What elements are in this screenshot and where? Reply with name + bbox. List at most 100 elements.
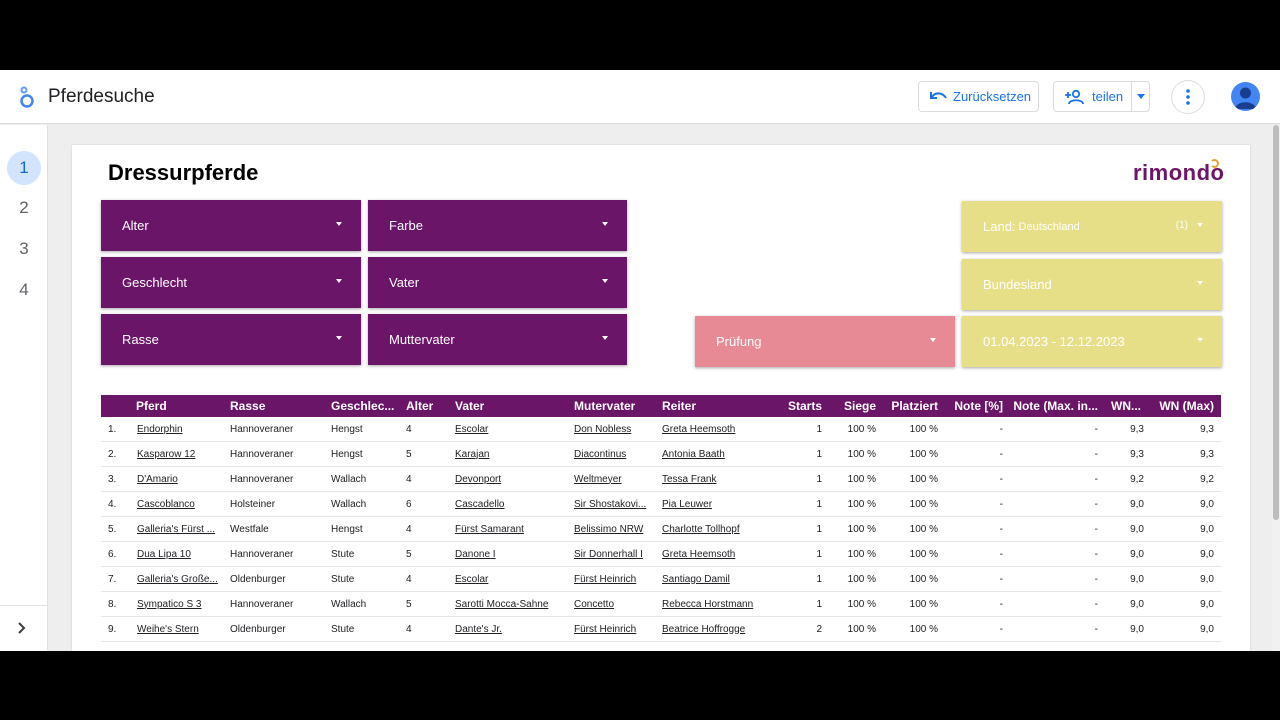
column-header-note[interactable]: Note [%] [954,399,1003,413]
column-header-wn-max[interactable]: WN (Max) [1159,399,1214,413]
cell-reiter[interactable]: Beatrice Hoffrogge [662,617,772,641]
share-options-dropdown[interactable] [1131,82,1149,111]
cell-pferd-link[interactable]: Dua Lipa 10 [137,548,191,560]
column-header-starts[interactable]: Starts [787,399,822,413]
column-header-alter[interactable]: Alter [406,399,434,413]
cell-pferd[interactable]: Cascoblanco [137,492,225,516]
cell-muttervater-link[interactable]: Belissimo NRW [574,523,644,535]
table-row[interactable]: 3. D'Amario Hannoveraner Wallach 4 Devonport W… [101,467,1221,492]
filter-alter[interactable]: Alter [101,200,361,251]
cell-vater[interactable]: Escolar [455,567,570,591]
filter-rasse[interactable]: Rasse [101,314,361,365]
column-header-rasse[interactable]: Rasse [230,399,266,413]
cell-vater[interactable]: Fürst Samarant [455,517,570,541]
filter-bundesland[interactable]: Bundesland [962,259,1222,310]
cell-pferd[interactable]: D'Amario [137,467,225,491]
cell-pferd-link[interactable]: Galleria's Große... [137,573,218,585]
cell-pferd[interactable]: Kasparow 12 [137,442,225,466]
cell-reiter[interactable]: Santiago Damil [662,567,772,591]
filter-muttervater[interactable]: Muttervater [368,314,627,365]
cell-muttervater[interactable]: Fürst Heinrich [574,567,658,591]
cell-vater[interactable]: Escolar [455,417,570,441]
cell-muttervater-link[interactable]: Fürst Heinrich [574,573,637,585]
cell-reiter-link[interactable]: Antonia Baath [662,448,725,460]
cell-muttervater[interactable]: Don Nobless [574,417,658,441]
cell-muttervater-link[interactable]: Diacontinus [574,448,627,460]
cell-pferd[interactable]: Galleria's Fürst ... [137,517,225,541]
table-row[interactable]: 4. Cascoblanco Holsteiner Wallach 6 Cascadell… [101,492,1221,517]
cell-vater-link[interactable]: Escolar [455,423,489,435]
cell-vater[interactable]: Sarotti Mocca-Sahne [455,592,570,616]
cell-pferd-link[interactable]: Cascoblanco [137,498,195,510]
cell-reiter[interactable]: Tessa Frank [662,467,772,491]
cell-muttervater[interactable]: Concetto [574,592,658,616]
cell-vater-link[interactable]: Sarotti Mocca-Sahne [455,598,549,610]
page-link-1[interactable]: 1 [7,151,41,185]
column-header-reiter[interactable]: Reiter [662,399,697,413]
filter-vater[interactable]: Vater [368,257,627,308]
cell-pferd-link[interactable]: D'Amario [137,473,178,485]
cell-reiter-link[interactable]: Beatrice Hoffrogge [662,623,746,635]
more-options-button[interactable] [1171,80,1205,114]
cell-pferd-link[interactable]: Galleria's Fürst ... [137,523,216,535]
cell-pferd-link[interactable]: Weihe's Stern [137,623,199,635]
cell-reiter-link[interactable]: Santiago Damil [662,573,730,585]
cell-reiter[interactable]: Rebecca Horstmann [662,592,772,616]
cell-muttervater[interactable]: Sir Donnerhall I [574,542,658,566]
cell-reiter[interactable]: Pia Leuwer [662,492,772,516]
table-row[interactable]: 8. Sympatico S 3 Hannoveraner Wallach 5 Sarot… [101,592,1221,617]
cell-vater-link[interactable]: Dante's Jr. [455,623,502,635]
table-row[interactable]: 9. Weihe's Stern Oldenburger Stute 4 Dante's … [101,617,1221,642]
cell-muttervater[interactable]: Weltmeyer [574,467,658,491]
cell-vater-link[interactable]: Escolar [455,573,489,585]
cell-muttervater-link[interactable]: Fürst Heinrich [574,623,637,635]
cell-reiter-link[interactable]: Greta Heemsoth [662,423,736,435]
cell-reiter-link[interactable]: Tessa Frank [662,473,717,485]
cell-pferd[interactable]: Sympatico S 3 [137,592,225,616]
page-link-3[interactable]: 3 [19,239,29,258]
cell-vater-link[interactable]: Fürst Samarant [455,523,524,535]
column-header-note-max[interactable]: Note (Max. in... [1013,399,1098,413]
scrollbar-thumb[interactable] [1273,125,1279,520]
cell-muttervater-link[interactable]: Weltmeyer [574,473,622,485]
column-header-geschlecht[interactable]: Geschlec... [331,399,395,413]
date-range-filter[interactable]: 01.04.2023 - 12.12.2023 [962,316,1222,367]
cell-reiter[interactable]: Greta Heemsoth [662,417,772,441]
cell-vater[interactable]: Danone I [455,542,570,566]
cell-vater-link[interactable]: Cascadello [455,498,505,510]
cell-muttervater[interactable]: Belissimo NRW [574,517,658,541]
cell-reiter-link[interactable]: Pia Leuwer [662,498,713,510]
cell-muttervater-link[interactable]: Sir Shostakovi... [574,498,647,510]
cell-vater-link[interactable]: Karajan [455,448,490,460]
filter-geschlecht[interactable]: Geschlecht [101,257,361,308]
cell-pferd-link[interactable]: Endorphin [137,423,183,435]
cell-muttervater[interactable]: Sir Shostakovi... [574,492,658,516]
page-link-2[interactable]: 2 [19,198,29,217]
filter-land[interactable]: Land: Deutschland (1) [962,201,1222,252]
column-header-muttervater[interactable]: Mutervater [574,399,636,413]
filter-farbe[interactable]: Farbe [368,200,627,251]
cell-muttervater-link[interactable]: Sir Donnerhall I [574,548,643,560]
share-button[interactable]: teilen [1053,81,1150,112]
cell-vater[interactable]: Dante's Jr. [455,617,570,641]
cell-reiter[interactable]: Antonia Baath [662,442,772,466]
cell-vater[interactable]: Karajan [455,442,570,466]
table-row[interactable]: 7. Galleria's Große... Oldenburger Stute 4 Es… [101,567,1221,592]
cell-pferd-link[interactable]: Kasparow 12 [137,448,196,460]
expand-nav-button[interactable] [18,621,26,637]
cell-reiter-link[interactable]: Charlotte Tollhopf [662,523,740,535]
cell-pferd[interactable]: Weihe's Stern [137,617,225,641]
vertical-scrollbar[interactable] [1272,125,1280,651]
page-link-4[interactable]: 4 [19,280,29,299]
column-header-platziert[interactable]: Platziert [891,399,938,413]
column-header-vater[interactable]: Vater [455,399,485,413]
cell-pferd[interactable]: Dua Lipa 10 [137,542,225,566]
cell-muttervater[interactable]: Diacontinus [574,442,658,466]
cell-reiter[interactable]: Greta Heemsoth [662,542,772,566]
table-row[interactable]: 6. Dua Lipa 10 Hannoveraner Stute 5 Danone I S… [101,542,1221,567]
cell-pferd[interactable]: Endorphin [137,417,225,441]
cell-vater[interactable]: Devonport [455,467,570,491]
column-header-wn[interactable]: WN... [1111,399,1141,413]
cell-reiter-link[interactable]: Greta Heemsoth [662,548,736,560]
column-header-pferd[interactable]: Pferd [136,399,167,413]
